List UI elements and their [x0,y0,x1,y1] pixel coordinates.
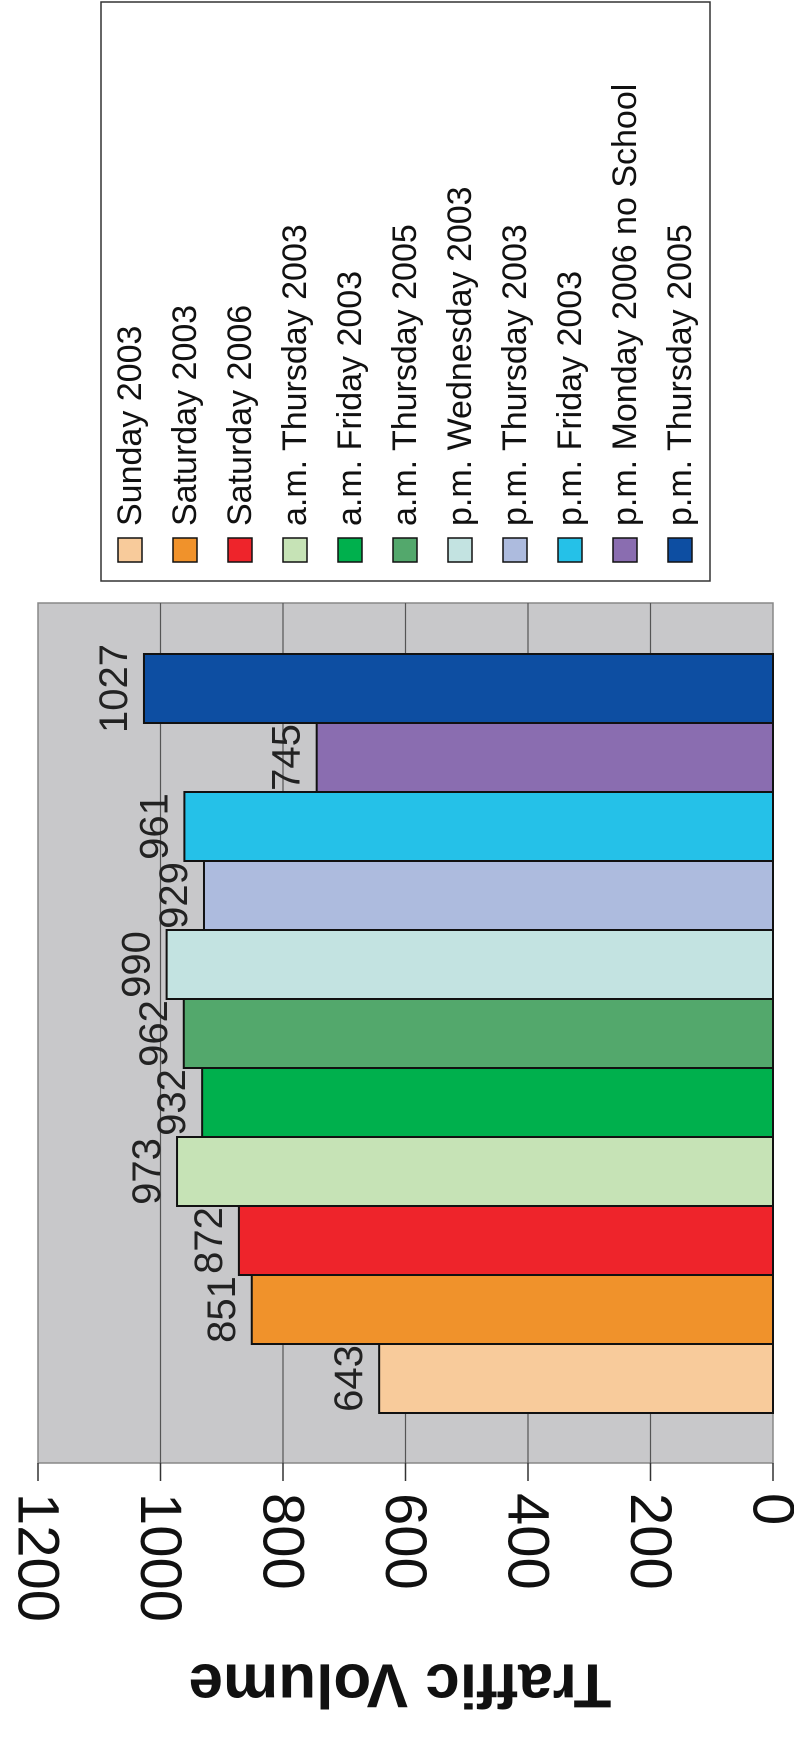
legend-swatch [667,537,693,563]
bar [378,1343,774,1414]
tick-label: 1000 [128,1493,193,1622]
bar [315,722,774,793]
legend-swatch [447,537,473,563]
legend-label: p.m. Thursday 2005 [661,224,699,526]
legend-label: p.m. Wednesday 2003 [441,186,479,526]
data-label: 973 [125,1138,169,1205]
y-axis-title: Traffic Volume [189,1651,612,1720]
bar [201,1067,774,1138]
legend-label: p.m. Friday 2003 [551,271,589,526]
legend-label: a.m. Thursday 2003 [276,224,314,526]
tick-label: 0 [741,1493,794,1525]
legend-swatch [117,537,143,563]
data-label: 872 [187,1207,231,1274]
data-label: 962 [132,1000,176,1067]
legend-swatch [557,537,583,563]
bar [182,998,774,1069]
tick-label: 400 [496,1493,561,1590]
data-label: 643 [327,1345,371,1412]
bar [237,1205,774,1276]
bar [202,860,775,931]
legend-label: Saturday 2003 [166,305,204,526]
tick-label: 200 [618,1493,683,1590]
tick-label: 600 [373,1493,438,1590]
legend: Sunday 2003 Saturday 2003 Saturday 2006 a.m… [100,1,711,582]
data-label: 929 [152,862,196,929]
legend-label: a.m. Thursday 2005 [386,224,424,526]
bar [250,1274,774,1345]
bar [165,929,774,1000]
legend-label: p.m. Thursday 2003 [496,224,534,526]
data-label: 932 [150,1069,194,1136]
legend-swatch [227,537,253,563]
legend-swatch [502,537,528,563]
legend-swatch [172,537,198,563]
legend-label: Sunday 2003 [111,326,149,526]
tick-label: 1200 [6,1493,71,1622]
legend-swatch [337,537,363,563]
tick-label: 800 [251,1493,316,1590]
legend-label: a.m. Friday 2003 [331,271,369,526]
legend-swatch [392,537,418,563]
legend-swatch [282,537,308,563]
data-label: 745 [265,724,309,791]
bar [183,791,774,862]
value-axis: 0 200 400 600 800 1000 1200 [6,1463,794,1622]
data-label: 990 [115,931,159,998]
legend-swatch [612,537,638,563]
legend-box [100,1,711,582]
bar [176,1136,775,1207]
legend-label: Saturday 2006 [221,305,259,526]
data-label: 851 [200,1276,244,1343]
bar-series [142,653,775,1414]
data-label: 961 [132,793,176,860]
legend-label: p.m. Monday 2006 no School [606,84,644,526]
data-label: 1027 [92,644,136,733]
bar [142,653,774,724]
